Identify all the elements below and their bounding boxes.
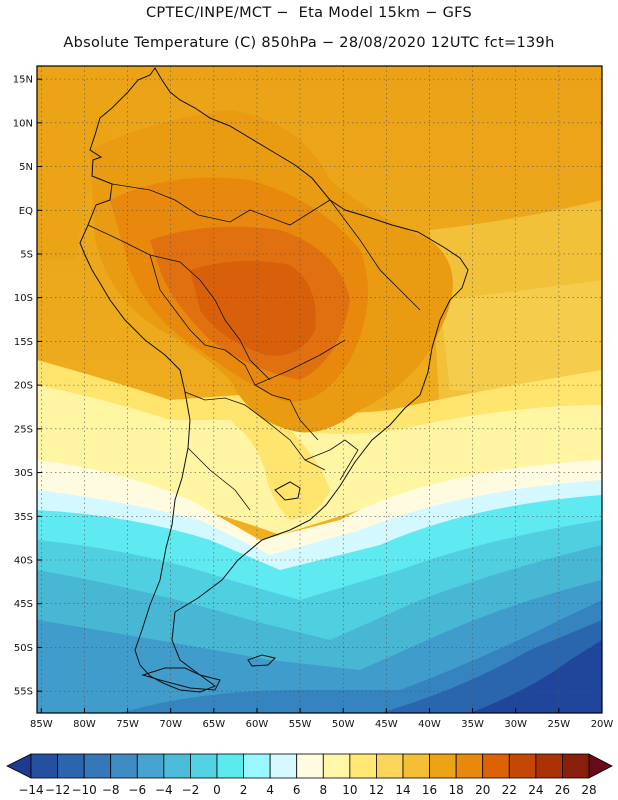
lat-label: 25S [14, 424, 33, 435]
longitude-labels: 85W 80W 75W 70W 65W 60W 55W 50W 45W 40W 35W 30W 25W 2… [30, 708, 613, 730]
lon-label: 85W [30, 719, 53, 730]
colorbar-label: 14 [395, 783, 410, 797]
lat-label: EQ [19, 206, 33, 217]
colorbar-label: 10 [342, 783, 357, 797]
lon-label: 35W [461, 719, 484, 730]
lat-label: 10N [13, 118, 33, 129]
colorbar-label: 26 [555, 783, 570, 797]
colorbar-box [376, 753, 404, 779]
colorbar-box [190, 753, 218, 779]
colorbar-box [243, 753, 271, 779]
lon-label: 40W [418, 719, 441, 730]
lon-label: 55W [289, 719, 312, 730]
lon-label: 20W [591, 719, 614, 730]
lon-label: 75W [116, 719, 139, 730]
colorbar-box [163, 753, 191, 779]
map-frame [36, 65, 603, 714]
colorbar-box [57, 753, 85, 779]
colorbar-label: −2 [182, 783, 200, 797]
colorbar-box [136, 753, 165, 779]
lat-label: 20S [14, 381, 33, 392]
colorbar-box [83, 753, 112, 779]
country-borders [87, 183, 421, 511]
coastlines [79, 67, 469, 693]
colorbar-label: −14 [18, 783, 43, 797]
colorbar-box [30, 753, 58, 779]
colorbar-box [322, 753, 351, 779]
temperature-field [37, 66, 602, 713]
lat-label: 50S [14, 643, 33, 654]
colorbar-label: 0 [213, 783, 221, 797]
colorbar-label: −4 [155, 783, 173, 797]
colorbar-over-triangle [588, 753, 613, 779]
colorbar-box [535, 753, 563, 779]
lat-label: 10S [14, 293, 33, 304]
colorbar-label: 2 [240, 783, 248, 797]
colorbar-box [296, 753, 324, 779]
colorbar-box [508, 753, 537, 779]
lat-label: 15S [14, 337, 33, 348]
lat-label: 35S [14, 512, 33, 523]
colorbar-label: 16 [422, 783, 437, 797]
lon-label: 70W [159, 719, 182, 730]
colorbar-label: 4 [266, 783, 274, 797]
colorbar-label: −6 [128, 783, 146, 797]
colorbar-box [562, 753, 590, 779]
lon-label: 80W [73, 719, 96, 730]
colorbar-label: 24 [528, 783, 543, 797]
lon-label: 30W [504, 719, 527, 730]
lon-label: 60W [246, 719, 269, 730]
lat-label: 5S [20, 249, 33, 260]
colorbar-label: −12 [45, 783, 70, 797]
colorbar-box [455, 753, 484, 779]
colorbar-label: 12 [369, 783, 384, 797]
lat-label: 5N [19, 162, 33, 173]
lat-label: 15N [13, 75, 33, 86]
lon-label: 45W [375, 719, 398, 730]
colorbar-label: 28 [581, 783, 596, 797]
lon-label: 65W [203, 719, 226, 730]
title-line-2: Absolute Temperature (C) 850hPa − 28/08/… [63, 35, 555, 51]
colorbar-label: −8 [102, 783, 120, 797]
colorbar-box [110, 753, 138, 779]
colorbar-label: 6 [293, 783, 301, 797]
colorbar-label: −10 [71, 783, 96, 797]
colorbar-label: 18 [449, 783, 464, 797]
colorbar-box [216, 753, 244, 779]
lon-label: 50W [332, 719, 355, 730]
lat-label: 30S [14, 468, 33, 479]
colorbar-box [429, 753, 457, 779]
latitude-labels: 15N 10N 5N EQ 5S 10S 15S 20S 25S 30S 35S 40S 45S 50S 5… [13, 75, 42, 698]
colorbar-label: 8 [319, 783, 327, 797]
lat-label: 40S [14, 555, 33, 566]
title-line-1: CPTEC/INPE/MCT − Eta Model 15km − GFS [145, 5, 473, 21]
colorbar-label: 20 [475, 783, 490, 797]
colorbar-box [402, 753, 430, 779]
colorbar-under-triangle [6, 753, 32, 779]
colorbar: −14 −12 −10 −8 −6 −4 −2 0 2 4 6 8 10 12 14 16 18 20 22 24 26… [6, 753, 613, 797]
colorbar-box [269, 753, 298, 779]
lat-label: 55S [14, 687, 33, 698]
colorbar-box [349, 753, 377, 779]
colorbar-label: 22 [502, 783, 517, 797]
colorbar-box [482, 753, 510, 779]
lat-label: 45S [14, 599, 33, 610]
lon-label: 25W [548, 719, 571, 730]
